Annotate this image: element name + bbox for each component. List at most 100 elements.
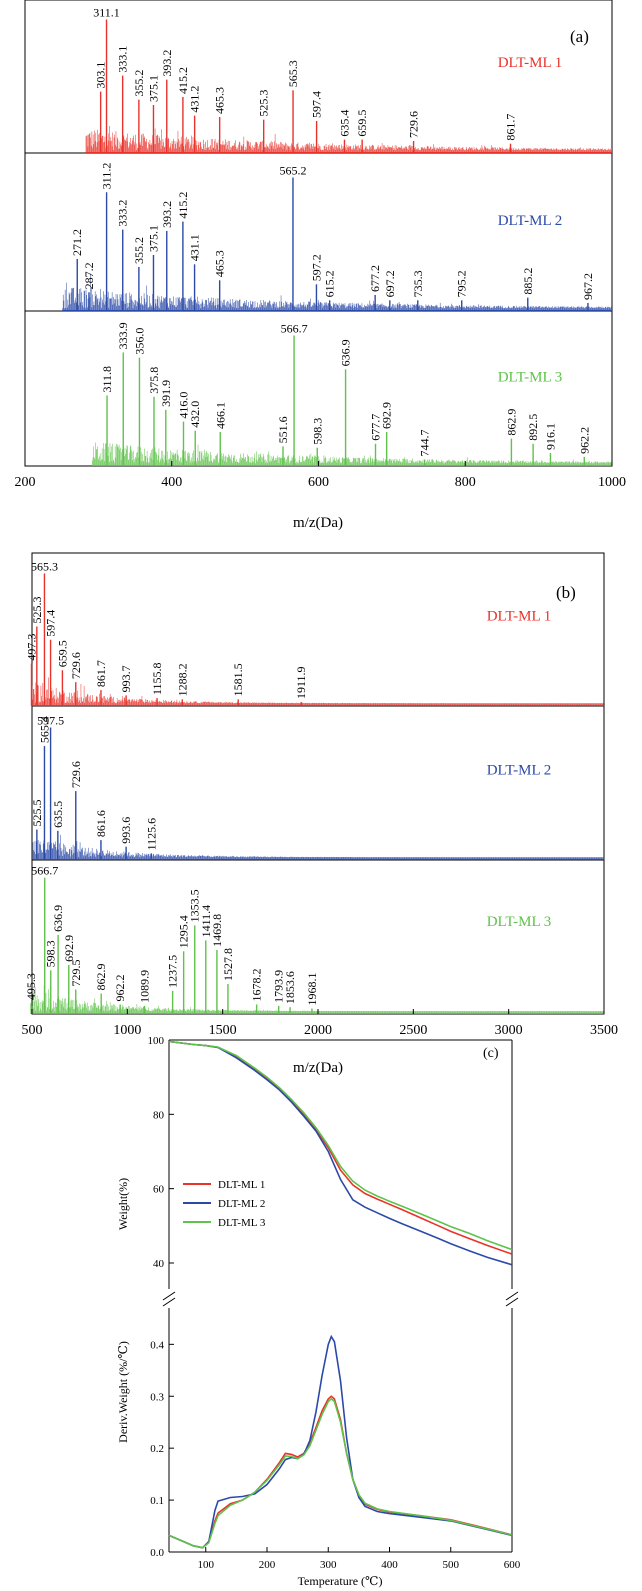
peak-label: 962.2 bbox=[577, 427, 591, 454]
peak-label: 393.2 bbox=[160, 50, 174, 77]
peak-label: 416.0 bbox=[176, 392, 190, 419]
peak-label: 597.2 bbox=[309, 254, 323, 281]
peak-label: 565.3 bbox=[286, 60, 300, 87]
panel-b-xlabel: m/z(Da) bbox=[293, 1060, 343, 1076]
peak-label: 659.5 bbox=[55, 640, 69, 667]
peak-label: 466.1 bbox=[213, 402, 227, 429]
peak-label: 1125.6 bbox=[144, 818, 158, 851]
x-tick-label: 400 bbox=[161, 475, 182, 490]
peak-label: 729.6 bbox=[69, 652, 83, 679]
peak-label: 861.7 bbox=[504, 114, 518, 141]
peak-label: 465.3 bbox=[213, 87, 227, 114]
peak-label: 916.1 bbox=[543, 423, 557, 450]
peak-label: 892.5 bbox=[526, 414, 540, 441]
series-name-label: DLT-ML 2 bbox=[487, 762, 552, 778]
peak-label: 744.7 bbox=[418, 429, 432, 456]
peak-label: 303.1 bbox=[94, 62, 108, 89]
spectrum-dlt-ml-1: 497.3 525.3 565.3 597.4 659.5 729.6 861.7 993.7… bbox=[24, 560, 604, 707]
peak-label: 497.3 bbox=[24, 634, 38, 661]
x-tick-label: 200 bbox=[15, 475, 36, 490]
peak-label: 551.6 bbox=[276, 416, 290, 443]
peak-label: 415.2 bbox=[176, 67, 190, 94]
peak-label: 565.4 bbox=[37, 716, 51, 743]
series-name-label: DLT-ML 1 bbox=[487, 608, 552, 624]
peak-label: 862.9 bbox=[504, 409, 518, 436]
peak-label: 1155.8 bbox=[150, 662, 164, 695]
peak-label: 1911.9 bbox=[294, 666, 308, 699]
panel-b-label: (b) bbox=[556, 583, 576, 602]
peak-label: 635.5 bbox=[51, 801, 65, 828]
peak-label: 355.2 bbox=[132, 70, 146, 97]
x-tick-label: 600 bbox=[308, 475, 329, 490]
peak-label: 597.5 bbox=[37, 714, 64, 728]
peak-label: 311.2 bbox=[100, 163, 114, 190]
peak-label: 432.0 bbox=[188, 401, 202, 428]
peak-label: 375.8 bbox=[147, 367, 161, 394]
peak-label: 311.8 bbox=[100, 366, 114, 393]
panel-a-xlabel: m/z(Da) bbox=[293, 515, 343, 531]
peak-label: 356.0 bbox=[132, 328, 146, 355]
peak-label: 677.2 bbox=[368, 265, 382, 292]
peak-label: 635.4 bbox=[337, 110, 351, 137]
peak-label: 415.2 bbox=[176, 192, 190, 219]
peak-label: 735.3 bbox=[411, 270, 425, 297]
peak-label: 692.9 bbox=[380, 402, 394, 429]
peak-label: 636.9 bbox=[339, 339, 353, 366]
series-name-label: DLT-ML 2 bbox=[498, 213, 563, 229]
peak-label: 597.4 bbox=[310, 91, 324, 118]
peak-label: 333.2 bbox=[116, 200, 130, 227]
peak-label: 677.7 bbox=[369, 414, 383, 441]
peak-label: 465.3 bbox=[213, 250, 227, 277]
peak-label: 885.2 bbox=[521, 268, 535, 295]
peak-label: 1581.5 bbox=[231, 663, 245, 696]
peak-label: 525.3 bbox=[257, 90, 271, 117]
peak-label: 1288.2 bbox=[175, 663, 189, 696]
series-name-label: DLT-ML 1 bbox=[498, 55, 563, 71]
peak-label: 598.3 bbox=[310, 418, 324, 445]
peak-label: 431.1 bbox=[188, 234, 202, 261]
peak-label: 355.2 bbox=[132, 237, 146, 264]
peak-label: 333.9 bbox=[116, 322, 130, 349]
peak-label: 391.9 bbox=[159, 380, 173, 407]
peak-label: 697.2 bbox=[383, 270, 397, 297]
x-tick-label: 800 bbox=[455, 475, 476, 490]
peak-label: 393.2 bbox=[160, 201, 174, 228]
peak-label: 333.1 bbox=[116, 46, 130, 73]
peak-label: 525.3 bbox=[30, 597, 44, 624]
peak-label: 375.1 bbox=[146, 225, 160, 252]
peak-label: 795.2 bbox=[455, 270, 469, 297]
peak-label: 597.4 bbox=[44, 610, 58, 637]
peak-label: 729.6 bbox=[69, 761, 83, 788]
peak-label: 431.2 bbox=[188, 86, 202, 113]
peak-label: 861.7 bbox=[94, 660, 108, 687]
series-name-label: DLT-ML 3 bbox=[498, 370, 563, 386]
peak-label: 861.6 bbox=[94, 810, 108, 837]
peak-label: 271.2 bbox=[70, 229, 84, 256]
peak-label: 566.7 bbox=[281, 321, 308, 335]
peak-label: 993.7 bbox=[119, 665, 133, 692]
peak-label: 615.2 bbox=[323, 270, 337, 297]
peak-label: 659.5 bbox=[355, 110, 369, 137]
peak-label: 525.5 bbox=[30, 800, 44, 827]
peak-label: 967.2 bbox=[581, 273, 595, 300]
peak-label: 565.3 bbox=[31, 560, 58, 574]
peak-label: 729.6 bbox=[407, 111, 421, 138]
peak-label: 375.1 bbox=[146, 75, 160, 102]
peak-label: 311.1 bbox=[93, 6, 120, 20]
panel-a-x-axis: 200 400 600 800 1000 bbox=[15, 461, 626, 490]
x-tick-label: 1000 bbox=[598, 475, 626, 490]
peak-label: 565.2 bbox=[279, 164, 306, 178]
peak-label: 993.6 bbox=[119, 817, 133, 844]
panel-a-label: (a) bbox=[570, 27, 589, 46]
